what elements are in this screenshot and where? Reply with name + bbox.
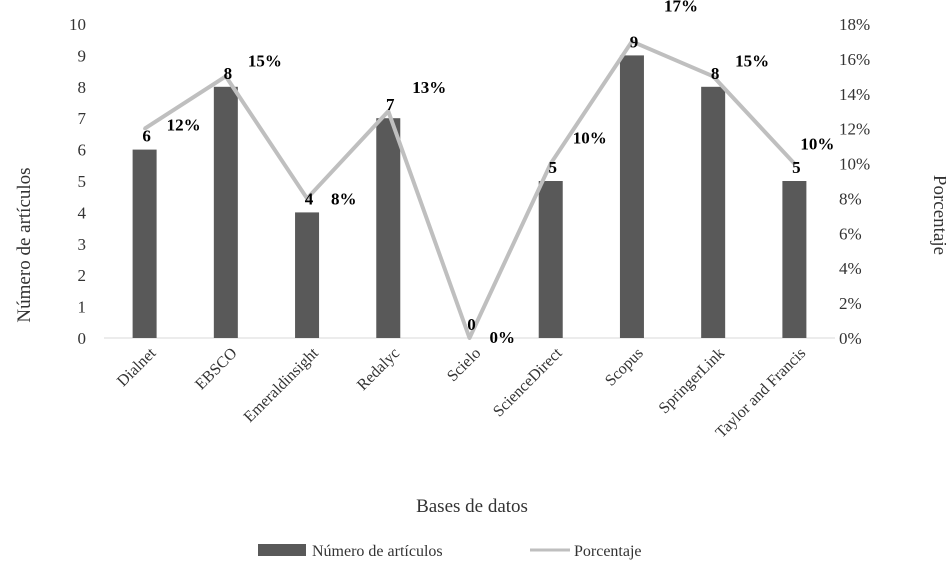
bar bbox=[538, 181, 563, 338]
line-point bbox=[630, 39, 634, 43]
percentage-data-label: 10% bbox=[800, 135, 834, 154]
percentage-data-label: 15% bbox=[735, 51, 769, 70]
y2-tick-label: 16% bbox=[839, 50, 870, 69]
percentage-data-label: 13% bbox=[412, 78, 446, 97]
line-point bbox=[792, 162, 796, 166]
bar-data-label: 4 bbox=[305, 189, 314, 208]
bar bbox=[376, 118, 401, 338]
bar-data-label: 6 bbox=[142, 127, 151, 146]
x-tick-label: Scielo bbox=[444, 345, 484, 385]
y2-tick-label: 8% bbox=[839, 189, 862, 208]
line-point bbox=[143, 127, 147, 131]
x-tick-label: Redalyc bbox=[354, 345, 403, 394]
bar bbox=[295, 212, 320, 338]
bar-data-label: 7 bbox=[386, 95, 395, 114]
percentage-line bbox=[143, 39, 796, 340]
y-tick-label: 8 bbox=[78, 78, 87, 97]
y-tick-label: 10 bbox=[69, 15, 86, 34]
bar-data-label: 5 bbox=[792, 158, 801, 177]
y-tick-label: 9 bbox=[78, 46, 87, 65]
legend: Número de artículos Porcentaje bbox=[258, 543, 642, 560]
y2-tick-label: 4% bbox=[839, 259, 862, 278]
y-tick-label: 3 bbox=[78, 235, 87, 254]
y-tick-label: 4 bbox=[78, 203, 87, 222]
y-axis-title: Número de artículos bbox=[14, 167, 35, 322]
percentage-data-label: 10% bbox=[573, 129, 607, 148]
bar-data-label: 8 bbox=[224, 64, 233, 83]
x-tick-label: ScienceDirect bbox=[490, 344, 566, 420]
bar bbox=[132, 149, 157, 338]
x-tick-label: SpringerLink bbox=[656, 345, 728, 417]
x-tick-label: Dialnet bbox=[114, 344, 160, 390]
line-point bbox=[711, 74, 715, 78]
x-tick-label: EBSCO bbox=[192, 345, 240, 393]
y2-tick-label: 18% bbox=[839, 15, 870, 34]
bar bbox=[782, 181, 807, 338]
line-point bbox=[224, 74, 228, 78]
bar-data-label: 9 bbox=[630, 32, 639, 51]
y-tick-label: 0 bbox=[78, 329, 87, 348]
y2-tick-label: 2% bbox=[839, 294, 862, 313]
bar-data-label: 5 bbox=[548, 158, 557, 177]
y2-tick-label: 6% bbox=[839, 224, 862, 243]
y-tick-label: 7 bbox=[78, 109, 87, 128]
x-tick-label: Taylor and Francis bbox=[713, 345, 810, 442]
line-point bbox=[305, 196, 309, 200]
bar bbox=[619, 55, 644, 339]
line-point bbox=[386, 109, 390, 113]
legend-line-label: Porcentaje bbox=[574, 543, 642, 560]
legend-bar-label: Número de artículos bbox=[312, 543, 443, 560]
bar-data-label: 8 bbox=[711, 64, 720, 83]
x-tick-label: Emeraldinsight bbox=[241, 344, 323, 426]
legend-bar-swatch bbox=[258, 544, 306, 556]
x-tick-label: Scopus bbox=[602, 345, 647, 390]
y2-tick-label: 10% bbox=[839, 155, 870, 174]
y-tick-label: 1 bbox=[78, 298, 87, 317]
y2-tick-label: 12% bbox=[839, 120, 870, 139]
y-tick-label: 5 bbox=[78, 172, 87, 191]
line-point bbox=[468, 336, 471, 340]
percentage-data-label: 15% bbox=[248, 51, 282, 70]
y2-axis-title: Porcentaje bbox=[929, 175, 946, 255]
y-tick-label: 6 bbox=[78, 141, 87, 160]
x-axis-title: Bases de datos bbox=[416, 496, 528, 517]
y2-tick-label: 0% bbox=[839, 329, 862, 348]
y-tick-label: 2 bbox=[78, 266, 87, 285]
bar-data-label: 0 bbox=[467, 315, 476, 334]
percentage-data-label: 12% bbox=[167, 116, 201, 135]
bar bbox=[213, 86, 238, 338]
percentage-data-label: 8% bbox=[331, 189, 357, 208]
line-point bbox=[549, 162, 553, 166]
bar bbox=[701, 86, 726, 338]
percentage-data-label: 17% bbox=[664, 0, 698, 15]
percentage-data-label: 0% bbox=[490, 328, 516, 347]
y2-tick-label: 14% bbox=[839, 85, 870, 104]
